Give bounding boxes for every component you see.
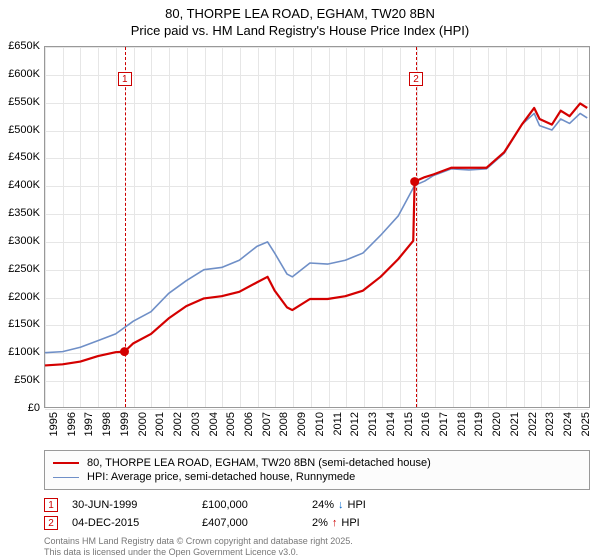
x-tick-label: 1997 [83,412,95,442]
x-tick-label: 2012 [349,412,361,442]
sales-delta-vs-1: HPI [348,499,366,511]
sales-date-2: 04-DEC-2015 [72,517,202,529]
title-subtitle: Price paid vs. HM Land Registry's House … [0,23,600,40]
chart-marker-box: 2 [409,72,423,86]
y-tick-label: £50K [2,374,40,386]
legend-item-hpi: HPI: Average price, semi-detached house,… [53,471,581,483]
sales-delta-vs-2: HPI [341,517,359,529]
x-tick-label: 2014 [385,412,397,442]
y-tick-label: £0 [2,402,40,414]
x-tick-label: 2004 [208,412,220,442]
legend-swatch-hpi [53,477,79,478]
arrow-icon: ↑ [332,517,338,529]
y-tick-label: £200K [2,291,40,303]
x-tick-label: 2018 [456,412,468,442]
sale-point-dot [120,348,128,356]
x-tick-label: 2008 [278,412,290,442]
y-tick-label: £500K [2,124,40,136]
arrow-icon: ↓ [338,499,344,511]
x-tick-label: 2010 [314,412,326,442]
y-tick-label: £450K [2,151,40,163]
x-tick-label: 2005 [225,412,237,442]
y-tick-label: £350K [2,207,40,219]
sales-marker-1: 1 [44,498,58,512]
x-tick-label: 1998 [101,412,113,442]
x-tick-label: 2007 [261,412,273,442]
sales-delta-1: 24% ↓ HPI [312,499,422,511]
y-tick-label: £650K [2,40,40,52]
legend-item-price-paid: 80, THORPE LEA ROAD, EGHAM, TW20 8BN (se… [53,457,581,469]
x-tick-label: 2011 [332,412,344,442]
y-tick-label: £550K [2,96,40,108]
x-tick-label: 2019 [473,412,485,442]
x-tick-label: 2025 [580,412,592,442]
x-tick-label: 2006 [243,412,255,442]
sales-price-2: £407,000 [202,517,312,529]
x-tick-label: 1995 [48,412,60,442]
x-tick-label: 2020 [491,412,503,442]
y-tick-label: £300K [2,235,40,247]
chart-series [45,47,589,407]
sales-table: 1 30-JUN-1999 £100,000 24% ↓ HPI 2 04-DE… [44,494,590,534]
x-tick-label: 2001 [154,412,166,442]
title-address: 80, THORPE LEA ROAD, EGHAM, TW20 8BN [0,6,600,23]
legend: 80, THORPE LEA ROAD, EGHAM, TW20 8BN (se… [44,450,590,490]
chart-container: 80, THORPE LEA ROAD, EGHAM, TW20 8BN Pri… [0,0,600,560]
chart-plot-area: 12 [44,46,590,408]
footer-line-2: This data is licensed under the Open Gov… [44,547,353,558]
x-tick-label: 2009 [296,412,308,442]
y-tick-label: £150K [2,318,40,330]
y-tick-label: £100K [2,346,40,358]
sale-point-dot [411,178,419,186]
y-tick-label: £600K [2,68,40,80]
y-tick-label: £250K [2,263,40,275]
legend-label-hpi: HPI: Average price, semi-detached house,… [87,471,355,483]
x-tick-label: 1996 [66,412,78,442]
x-tick-label: 2002 [172,412,184,442]
x-tick-label: 1999 [119,412,131,442]
x-tick-label: 2023 [544,412,556,442]
sales-delta-pct-1: 24% [312,499,334,511]
sales-price-1: £100,000 [202,499,312,511]
sales-delta-pct-2: 2% [312,517,328,529]
footer-line-1: Contains HM Land Registry data © Crown c… [44,536,353,547]
sales-row-1: 1 30-JUN-1999 £100,000 24% ↓ HPI [44,498,590,512]
chart-marker-box: 1 [118,72,132,86]
x-tick-label: 2003 [190,412,202,442]
x-tick-label: 2022 [527,412,539,442]
x-tick-label: 2000 [137,412,149,442]
x-tick-label: 2016 [420,412,432,442]
sales-delta-2: 2% ↑ HPI [312,517,422,529]
sales-marker-2: 2 [44,516,58,530]
x-tick-label: 2015 [403,412,415,442]
title-block: 80, THORPE LEA ROAD, EGHAM, TW20 8BN Pri… [0,0,600,40]
x-tick-label: 2024 [562,412,574,442]
sales-date-1: 30-JUN-1999 [72,499,202,511]
legend-label-price-paid: 80, THORPE LEA ROAD, EGHAM, TW20 8BN (se… [87,457,431,469]
x-tick-label: 2013 [367,412,379,442]
legend-swatch-price-paid [53,462,79,464]
footer: Contains HM Land Registry data © Crown c… [44,536,353,558]
y-tick-label: £400K [2,179,40,191]
sales-row-2: 2 04-DEC-2015 £407,000 2% ↑ HPI [44,516,590,530]
x-tick-label: 2017 [438,412,450,442]
x-tick-label: 2021 [509,412,521,442]
